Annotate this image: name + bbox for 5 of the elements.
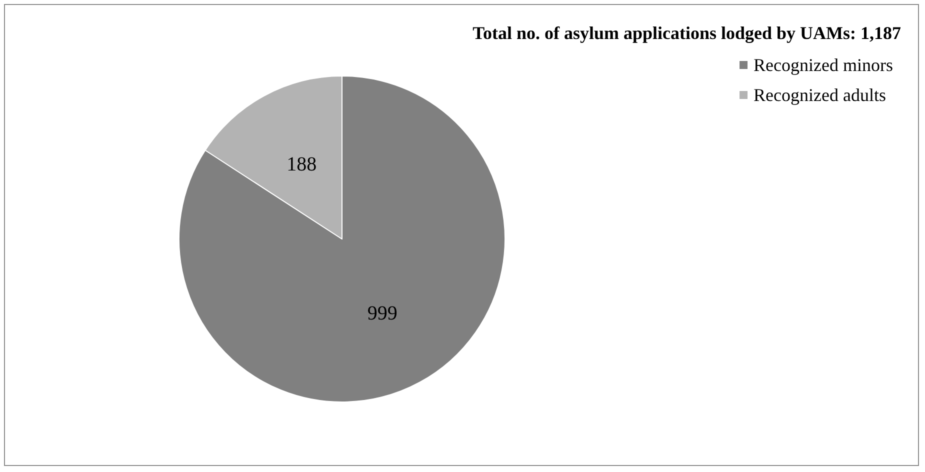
chart-title: Total no. of asylum applications lodged by UAMs: 1,187 xyxy=(472,23,902,43)
data-label: 188 xyxy=(286,154,317,176)
legend-label: Recognized minors xyxy=(754,55,894,75)
legend-label: Recognized adults xyxy=(754,85,886,105)
data-label: 999 xyxy=(367,302,398,324)
